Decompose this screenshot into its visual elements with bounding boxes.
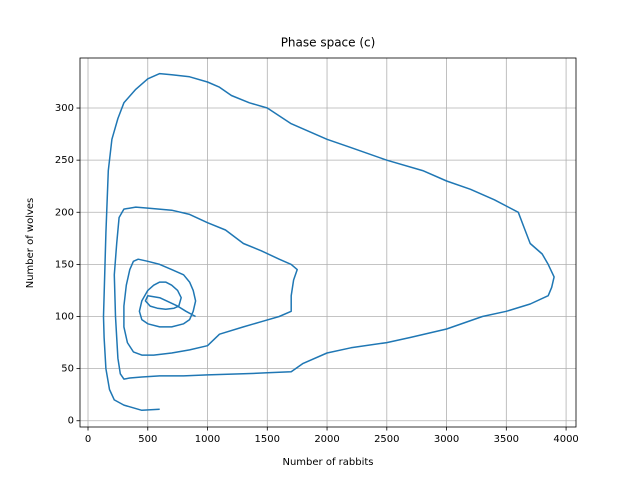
- chart-title: Phase space (c): [281, 36, 376, 50]
- y-tick-label: 300: [55, 103, 74, 114]
- x-tick-label: 3500: [494, 434, 519, 445]
- y-tick-label: 200: [55, 207, 74, 218]
- x-tick-label: 3000: [434, 434, 459, 445]
- y-tick-label: 100: [55, 312, 74, 323]
- x-axis-label: Number of rabbits: [282, 457, 373, 468]
- x-tick-label: 500: [138, 434, 157, 445]
- data-line: [102, 72, 555, 412]
- y-axis-label: Number of wolves: [25, 198, 36, 289]
- x-tick-label: 4000: [553, 434, 578, 445]
- x-tick-label: 2000: [314, 434, 339, 445]
- plot-frame: [79, 57, 577, 428]
- x-tick-label: 0: [85, 434, 91, 445]
- x-tick-label: 1000: [195, 434, 220, 445]
- y-tick-label: 50: [61, 364, 74, 375]
- x-tick-label: 1500: [255, 434, 280, 445]
- x-tick-label: 2500: [374, 434, 399, 445]
- y-tick-label: 250: [55, 155, 74, 166]
- y-tick-label: 150: [55, 259, 74, 270]
- y-tick-label: 0: [68, 416, 74, 427]
